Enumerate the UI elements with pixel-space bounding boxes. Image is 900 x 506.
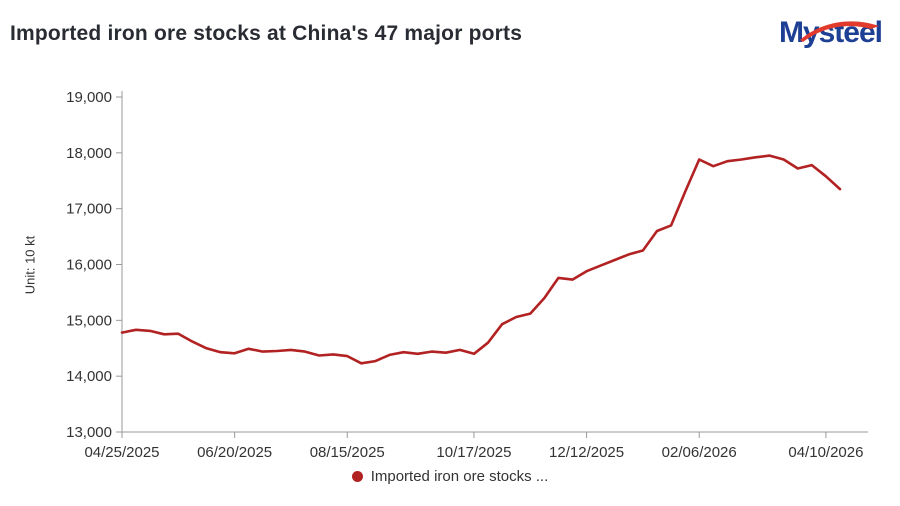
y-axis-label: 14,000 — [66, 368, 112, 385]
mysteel-logo: Mysteel — [750, 12, 883, 54]
x-axis-label: 08/15/2025 — [310, 444, 385, 461]
line-chart: 13,000 14,000 15,000 16,000 17,000 18,000 19,0… — [66, 89, 868, 461]
legend-label: Imported iron ore stocks ... — [370, 468, 549, 485]
legend-item-imported-iron-ore-stocks[interactable]: Imported iron ore stocks ... — [351, 468, 549, 485]
x-axis-label: 10/17/2025 — [436, 444, 511, 461]
series-line-imported-iron-ore-stocks — [120, 154, 842, 365]
x-axis-label: 12/12/2025 — [549, 444, 624, 461]
x-axis-label: 06/20/2025 — [197, 444, 272, 461]
legend: Imported iron ore stocks ... — [0, 468, 900, 485]
x-axis-label: 02/06/2026 — [662, 444, 737, 461]
chart-title: Imported iron ore stocks at China's 47 m… — [10, 22, 523, 45]
legend-marker-icon — [351, 471, 363, 482]
y-axis-label: 19,000 — [66, 89, 112, 106]
y-axis-title: Unit: 10 kt — [22, 235, 38, 295]
y-axis-label: 18,000 — [66, 145, 112, 162]
y-axis-label: 13,000 — [66, 424, 112, 441]
y-axis-label: 17,000 — [66, 201, 112, 218]
x-axis-label: 04/10/2026 — [788, 444, 863, 461]
chart-area: Unit: 10 kt 13,000 14,000 15,000 16,000 17,0… — [0, 80, 900, 465]
x-axis-label: 04/25/2025 — [84, 444, 159, 461]
mysteel-logo-text: Mysteel — [778, 16, 883, 49]
y-axis-label: 15,000 — [66, 312, 112, 329]
y-axis-label: 16,000 — [66, 257, 112, 274]
